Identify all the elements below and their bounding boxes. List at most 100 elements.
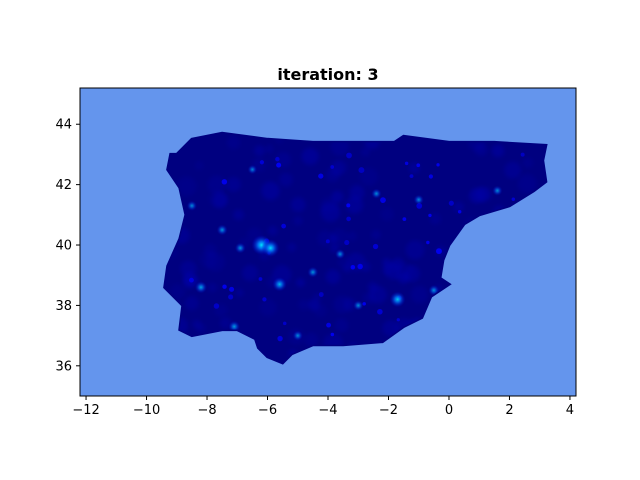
hotspot [261, 239, 280, 257]
data-point [428, 174, 433, 179]
texture-blob [226, 176, 241, 192]
texture-blob [470, 186, 488, 204]
data-point [276, 162, 282, 168]
data-point [457, 210, 462, 214]
texture-blob [192, 319, 202, 329]
texture-blob [330, 234, 339, 243]
data-point [362, 302, 366, 306]
x-tick-label: −4 [318, 403, 337, 418]
texture-blob [371, 230, 381, 240]
data-point [409, 174, 414, 179]
data-point [344, 240, 350, 246]
texture-blob [194, 161, 204, 171]
texture-blob [429, 213, 441, 225]
texture-blob [361, 147, 371, 157]
data-point [396, 318, 400, 322]
texture-blob [235, 288, 244, 297]
data-point [330, 332, 335, 337]
texture-blob [219, 317, 232, 329]
data-point [275, 156, 280, 162]
data-point [436, 248, 442, 255]
texture-blob [405, 240, 425, 260]
texture-blob [261, 181, 280, 200]
hotspot [247, 164, 258, 175]
data-point [426, 240, 430, 245]
data-point [325, 239, 330, 244]
texture-blob [287, 242, 297, 252]
data-point [416, 163, 421, 168]
texture-blob [200, 251, 218, 269]
texture-blob [298, 299, 310, 310]
data-point [318, 173, 324, 179]
hotspot [413, 194, 424, 205]
texture-blob [226, 135, 241, 150]
texture-blob [325, 269, 341, 284]
texture-blob [290, 197, 306, 212]
data-point [258, 277, 263, 281]
data-point [520, 152, 525, 157]
texture-blob [259, 299, 277, 317]
hotspot [272, 277, 287, 292]
x-tick-label: −12 [72, 403, 99, 418]
data-point [222, 284, 227, 289]
texture-blob [317, 230, 334, 247]
x-tick-label: −10 [133, 403, 160, 418]
y-tick-label: 40 [55, 239, 72, 254]
data-point [213, 303, 220, 309]
data-point [436, 163, 440, 167]
texture-blob [359, 167, 378, 186]
hotspot [234, 242, 246, 254]
data-point [350, 264, 356, 270]
texture-blob [254, 145, 265, 157]
texture-blob [491, 144, 505, 158]
plot-area [80, 88, 576, 396]
texture-blob [380, 207, 395, 222]
texture-blob [267, 225, 278, 236]
data-point [511, 197, 516, 202]
hotspot [492, 185, 503, 196]
hotspot [194, 281, 208, 294]
data-point [358, 167, 365, 174]
texture-blob [207, 282, 217, 293]
texture-blob [242, 264, 259, 282]
texture-blob [382, 257, 392, 268]
x-tick-label: −6 [258, 403, 277, 418]
texture-blob [279, 172, 293, 187]
data-point [357, 263, 363, 270]
data-point [229, 286, 235, 292]
texture-blob [296, 278, 305, 288]
data-point [346, 203, 351, 208]
hotspot [334, 248, 346, 260]
texture-blob [207, 175, 227, 195]
texture-blob [308, 298, 320, 311]
data-point [404, 161, 409, 166]
texture-blob [346, 231, 357, 241]
data-point [318, 292, 324, 297]
texture-blob [184, 296, 199, 311]
texture-blob [301, 147, 319, 165]
hotspot [228, 320, 241, 333]
data-point [326, 322, 331, 328]
data-point [277, 335, 283, 342]
data-point [330, 165, 335, 169]
x-tick-label: 0 [445, 403, 453, 418]
chart-title: iteration: 3 [277, 65, 378, 84]
y-axis: 36 38 40 42 44 [55, 118, 80, 374]
texture-blob [303, 332, 319, 347]
y-tick-label: 36 [55, 359, 72, 374]
hotspot [292, 330, 303, 341]
data-point [262, 297, 267, 302]
texture-blob [453, 201, 464, 213]
texture-blob [293, 216, 303, 226]
texture-blob [337, 256, 351, 269]
texture-blob [504, 161, 522, 179]
hotspot [389, 291, 406, 308]
data-point [259, 160, 265, 165]
texture-blob [176, 176, 197, 197]
texture-blob [170, 283, 186, 300]
texture-blob [369, 285, 387, 304]
data-point [448, 200, 454, 206]
data-point [282, 321, 287, 326]
texture-blob [320, 196, 338, 214]
y-tick-label: 44 [55, 118, 72, 133]
